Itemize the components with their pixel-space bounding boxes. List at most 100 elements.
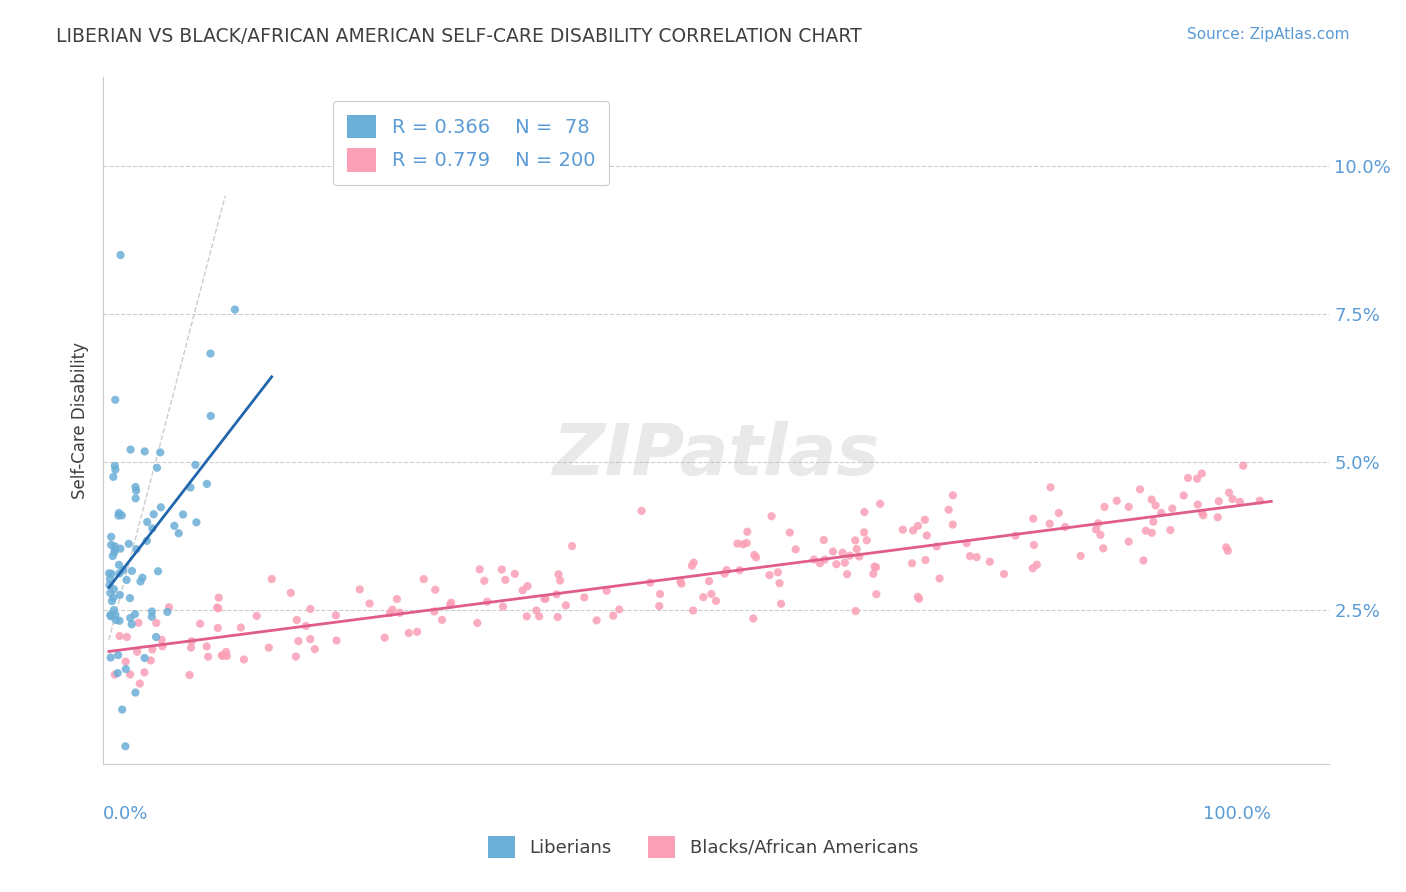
Blacks/African Americans — [745, 550, 768, 565]
Blacks/African Americans — [1090, 528, 1112, 542]
Liberians — [167, 526, 190, 541]
Blacks/African Americans — [1232, 458, 1254, 473]
Blacks/African Americans — [1118, 500, 1140, 514]
Blacks/African Americans — [1140, 492, 1163, 507]
Blacks/African Americans — [287, 634, 309, 648]
Liberians — [110, 248, 132, 262]
Liberians — [156, 605, 179, 619]
Blacks/African Americans — [669, 574, 692, 589]
Blacks/African Americans — [1216, 543, 1239, 558]
Blacks/African Americans — [211, 648, 233, 663]
Blacks/African Americans — [1039, 516, 1062, 531]
Blacks/African Americans — [1218, 485, 1240, 500]
Blacks/African Americans — [188, 616, 211, 631]
Liberians — [103, 591, 125, 605]
Liberians — [120, 442, 142, 457]
Blacks/African Americans — [742, 611, 765, 625]
Liberians — [108, 614, 131, 628]
Blacks/African Americans — [733, 537, 755, 551]
Blacks/African Americans — [349, 582, 371, 597]
Liberians — [124, 480, 146, 494]
Blacks/African Americans — [928, 572, 950, 586]
Blacks/African Americans — [503, 566, 526, 581]
Blacks/African Americans — [299, 602, 322, 616]
Blacks/African Americans — [758, 568, 780, 582]
Blacks/African Americans — [1191, 467, 1213, 481]
Blacks/African Americans — [127, 645, 149, 659]
Liberians — [145, 630, 167, 644]
Liberians — [100, 650, 122, 665]
Blacks/African Americans — [607, 602, 630, 616]
Blacks/African Americans — [630, 504, 652, 518]
Liberians — [200, 409, 222, 423]
Liberians — [115, 573, 138, 587]
Liberians — [124, 491, 146, 506]
Liberians — [124, 685, 146, 699]
Blacks/African Americans — [134, 665, 156, 680]
Blacks/African Americans — [1135, 524, 1157, 538]
Liberians — [114, 662, 136, 676]
Blacks/African Americans — [1140, 525, 1163, 540]
Blacks/African Americans — [157, 600, 180, 615]
Liberians — [134, 444, 156, 458]
Blacks/African Americans — [737, 524, 759, 539]
Blacks/African Americans — [1085, 522, 1108, 536]
Blacks/African Americans — [681, 558, 703, 573]
Blacks/African Americans — [901, 524, 924, 538]
Liberians — [186, 516, 208, 530]
Blacks/African Americans — [735, 536, 758, 550]
Blacks/African Americans — [211, 648, 233, 663]
Blacks/African Americans — [1022, 511, 1045, 525]
Liberians — [111, 702, 134, 716]
Blacks/African Americans — [524, 603, 547, 617]
Blacks/African Americans — [585, 613, 607, 627]
Blacks/African Americans — [1129, 483, 1152, 497]
Liberians — [125, 483, 148, 498]
Blacks/African Americans — [862, 566, 884, 581]
Liberians — [146, 460, 169, 475]
Blacks/African Americans — [1144, 499, 1167, 513]
Blacks/African Americans — [742, 548, 765, 562]
Blacks/African Americans — [139, 653, 162, 667]
Blacks/African Americans — [907, 519, 929, 533]
Blacks/African Americans — [914, 553, 936, 567]
Liberians — [141, 609, 163, 624]
Blacks/African Americans — [491, 562, 513, 576]
Liberians — [146, 564, 169, 578]
Blacks/African Americans — [831, 546, 853, 560]
Blacks/African Americans — [141, 642, 163, 657]
Blacks/African Americans — [955, 536, 977, 550]
Blacks/African Americans — [907, 590, 929, 604]
Blacks/African Americans — [942, 517, 965, 532]
Liberians — [118, 537, 141, 551]
Liberians — [121, 564, 143, 578]
Blacks/African Americans — [682, 556, 704, 570]
Liberians — [103, 582, 125, 597]
Liberians — [108, 566, 131, 581]
Blacks/African Americans — [152, 639, 174, 653]
Blacks/African Americans — [378, 606, 401, 620]
Blacks/African Americans — [374, 631, 396, 645]
Blacks/African Americans — [1039, 480, 1062, 494]
Blacks/African Americans — [179, 668, 201, 682]
Blacks/African Americans — [423, 605, 446, 619]
Blacks/African Americans — [207, 621, 229, 635]
Blacks/African Americans — [845, 604, 868, 618]
Blacks/African Americans — [425, 582, 447, 597]
Blacks/African Americans — [516, 579, 538, 593]
Blacks/African Americans — [1187, 498, 1209, 512]
Blacks/African Americans — [1173, 488, 1195, 502]
Blacks/African Americans — [704, 594, 727, 608]
Blacks/African Americans — [1070, 549, 1092, 563]
Liberians — [104, 458, 127, 473]
Blacks/African Americans — [1094, 500, 1116, 514]
Liberians — [98, 566, 121, 581]
Blacks/African Americans — [855, 533, 877, 548]
Liberians — [120, 611, 142, 625]
Blacks/African Americans — [844, 533, 866, 548]
Blacks/African Americans — [1022, 561, 1045, 575]
Liberians — [179, 481, 201, 495]
Blacks/African Americans — [115, 630, 138, 644]
Liberians — [108, 588, 131, 602]
Legend: R = 0.366    N =  78, R = 0.779    N = 200: R = 0.366 N = 78, R = 0.779 N = 200 — [333, 101, 609, 186]
